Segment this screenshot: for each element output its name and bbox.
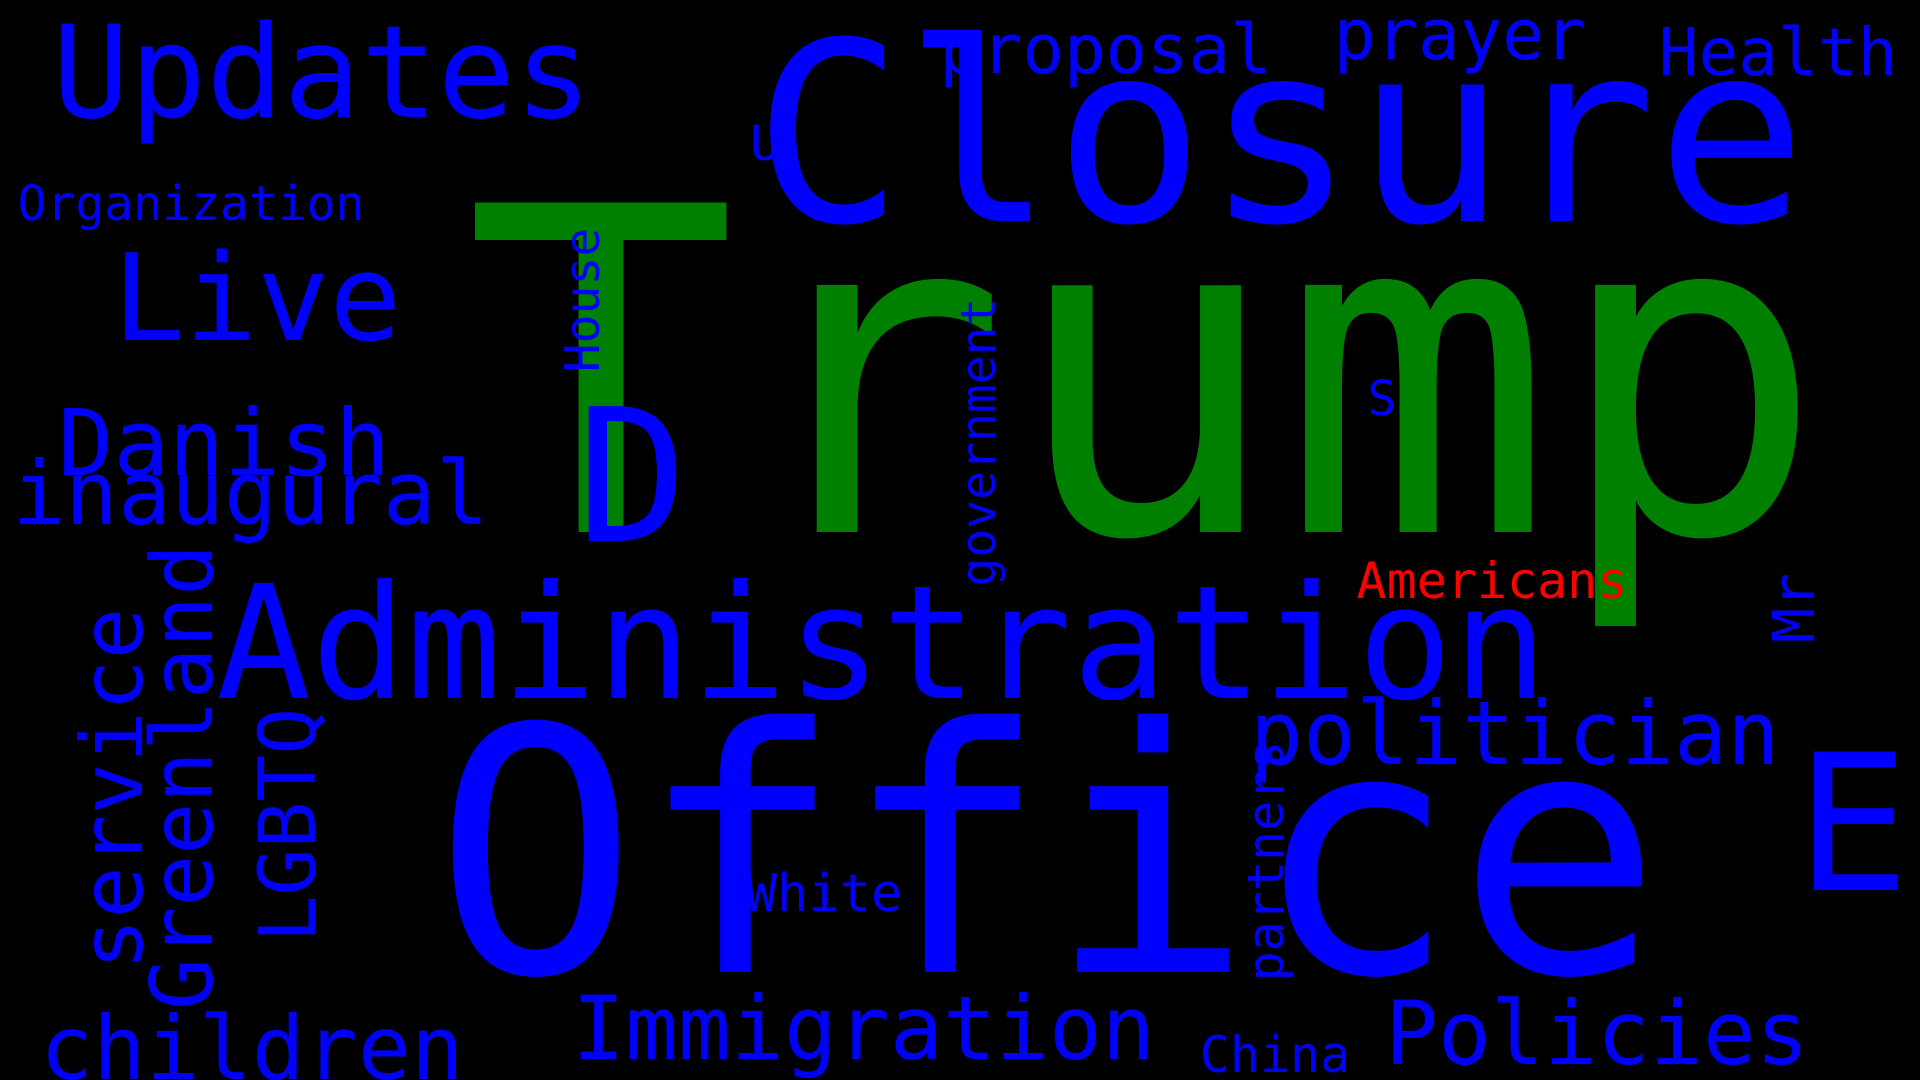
word-government: government [951, 297, 1007, 587]
word-d: D [576, 369, 688, 585]
word-administration: Administration [216, 552, 1548, 736]
word-house: House [555, 227, 611, 373]
word-updates: Updates [52, 0, 592, 148]
word-u: U [750, 116, 780, 172]
word-office: Office [433, 657, 1662, 1053]
word-s: S [1367, 371, 1397, 427]
word-greenland: Greenland [133, 544, 233, 1010]
word-e: E [1795, 714, 1910, 935]
word-white: White [745, 864, 903, 924]
word-prayer: prayer [1333, 0, 1587, 76]
word-organization: Organization [17, 176, 365, 232]
word-policies: Policies [1385, 982, 1809, 1080]
word-health: Health [1658, 14, 1898, 91]
word-mr: Mr [1760, 573, 1828, 643]
word-politician: politician [1250, 682, 1780, 785]
word-americans: Americans [1356, 552, 1628, 610]
word-immigration: Immigration [572, 977, 1155, 1080]
word-proposal: proposal [939, 10, 1272, 90]
word-china: China [1199, 1026, 1351, 1080]
word-danish: Danish [58, 390, 391, 497]
word-closure: Closure [753, 0, 1807, 280]
word-live: Live [112, 230, 402, 369]
word-lgbtq: LGBTQ [244, 707, 334, 943]
word-partners: partners [1237, 740, 1295, 982]
word-children: children [40, 997, 464, 1080]
word-inaugural: inaugural [12, 442, 489, 545]
word-trump: Trump [464, 112, 1826, 639]
